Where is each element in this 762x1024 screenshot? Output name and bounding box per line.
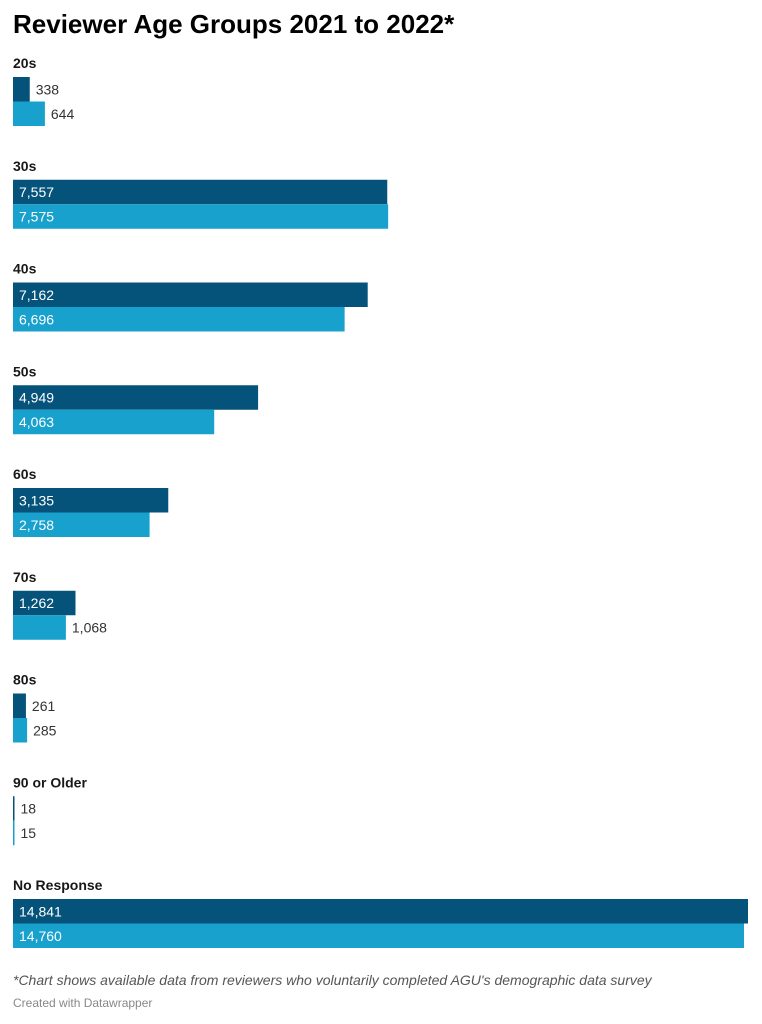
data-label: 14,841 xyxy=(19,903,62,919)
data-label: 4,949 xyxy=(19,390,54,406)
category-label: 40s xyxy=(13,261,37,277)
category-label: 20s xyxy=(13,55,37,71)
category-label: 90 or Older xyxy=(13,774,87,790)
bar xyxy=(13,820,15,846)
bar xyxy=(13,282,368,307)
data-label: 7,575 xyxy=(19,209,54,225)
data-label: 261 xyxy=(32,698,56,714)
bar xyxy=(13,179,388,205)
data-label: 644 xyxy=(51,106,75,122)
data-label: 15 xyxy=(21,825,37,841)
category-label: 60s xyxy=(13,466,37,482)
chart-notes: *Chart shows available data from reviewe… xyxy=(13,972,652,988)
bar xyxy=(13,77,30,102)
bar xyxy=(13,409,215,435)
category-label: 80s xyxy=(13,672,37,688)
data-label: 2,758 xyxy=(19,517,54,533)
data-label: 1,068 xyxy=(72,620,107,636)
bar xyxy=(13,923,744,948)
category-label: No Response xyxy=(13,877,103,893)
data-label: 338 xyxy=(36,81,60,97)
category-label: 50s xyxy=(13,363,37,379)
bar xyxy=(13,385,259,410)
data-label: 1,262 xyxy=(19,595,54,611)
data-label: 4,063 xyxy=(19,414,54,430)
bar xyxy=(13,204,389,229)
bar xyxy=(13,488,169,513)
data-label: 7,162 xyxy=(19,287,54,303)
bar xyxy=(13,590,76,616)
data-label: 7,557 xyxy=(19,184,54,200)
bar xyxy=(13,796,15,821)
data-label: 18 xyxy=(21,801,37,817)
data-label: 14,760 xyxy=(19,928,62,944)
data-label: 6,696 xyxy=(19,311,54,327)
category-label: 70s xyxy=(13,569,37,585)
category-label: 30s xyxy=(13,158,37,174)
data-label: 3,135 xyxy=(19,492,54,508)
chart-title: Reviewer Age Groups 2021 to 2022* xyxy=(13,9,455,39)
bar xyxy=(13,512,150,537)
bar xyxy=(13,899,748,924)
bar xyxy=(13,718,28,743)
chart-credit: Created with Datawrapper xyxy=(13,996,153,1010)
bar xyxy=(13,615,66,640)
bar xyxy=(13,693,26,718)
bar xyxy=(13,101,45,126)
bar xyxy=(13,307,345,332)
data-label: 285 xyxy=(33,722,57,738)
